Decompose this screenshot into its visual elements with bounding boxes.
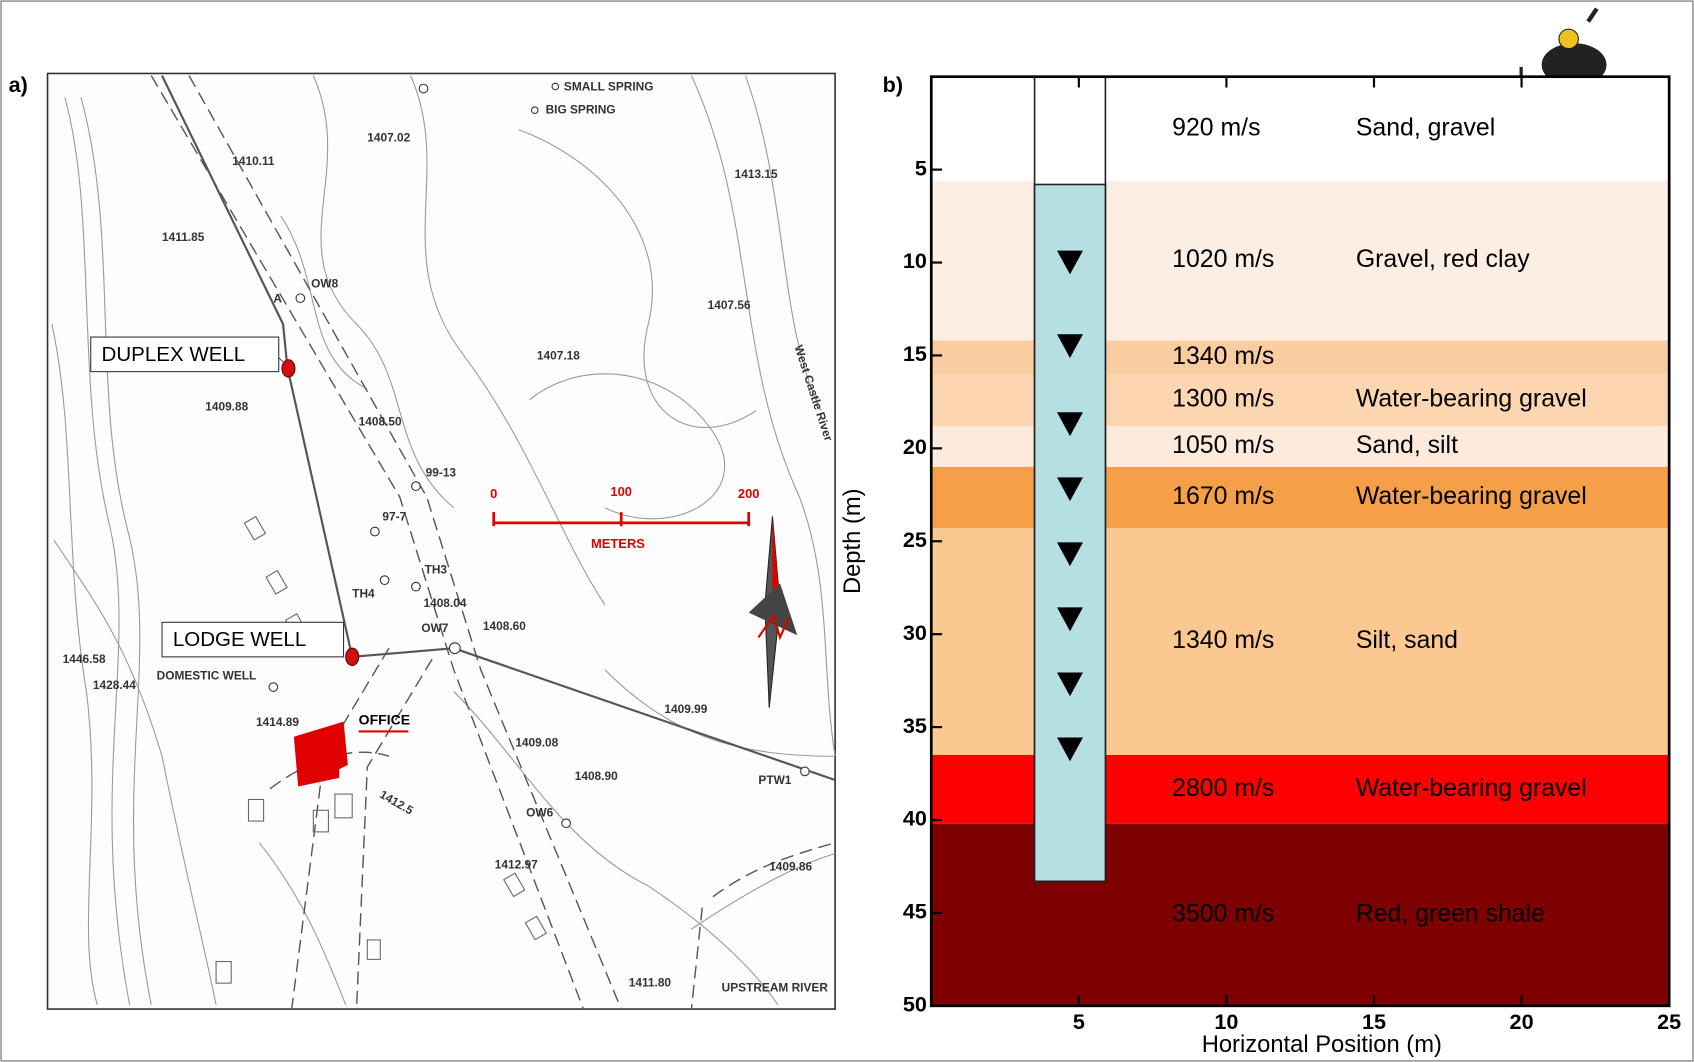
feature-label: A	[273, 291, 282, 305]
panel-label: b)	[883, 72, 903, 97]
map-panel: a)	[9, 72, 836, 1009]
velocity-label: 1050 m/s	[1172, 432, 1274, 459]
x-tick-label: 20	[1510, 1009, 1534, 1034]
lithology-label: Water-bearing gravel	[1356, 483, 1587, 510]
feature-label: TH3	[425, 563, 448, 577]
velocity-label: 1300 m/s	[1172, 386, 1274, 413]
y-tick-label: 10	[903, 248, 927, 273]
velocity-label: 1340 m/s	[1172, 627, 1274, 654]
scale-label: 100	[610, 484, 632, 499]
y-tick-label: 15	[903, 341, 927, 366]
well-label: LODGE WELL	[173, 628, 306, 651]
feature-label: 97-7	[382, 510, 406, 524]
feature-label: TH4	[352, 586, 375, 600]
elevation: 1409.99	[664, 702, 707, 716]
office-label: OFFICE	[359, 711, 410, 727]
feature-label: DOMESTIC WELL	[157, 668, 257, 682]
y-tick-label: 45	[903, 899, 927, 924]
feature-label: SMALL SPRING	[564, 80, 654, 94]
elevation: 1408.90	[575, 769, 618, 783]
scale-label: 200	[738, 486, 760, 501]
lithology-label: Water-bearing gravel	[1356, 386, 1587, 413]
elevation: 1407.18	[537, 349, 580, 363]
elevation: 1411.85	[162, 230, 205, 244]
figure: a)	[0, 0, 1694, 1062]
elevation: 1414.89	[256, 715, 299, 729]
elevation: 1428.44	[93, 678, 136, 692]
lithology-label: Water-bearing gravel	[1356, 775, 1587, 802]
feature-label: 99-13	[426, 465, 457, 479]
elevation: 1409.86	[769, 860, 812, 874]
lodge-well-marker	[346, 648, 359, 665]
feature-label: PTW1	[758, 773, 791, 787]
elevation: 1408.60	[483, 619, 526, 633]
velocity-label: 1340 m/s	[1172, 343, 1274, 370]
y-tick-label: 35	[903, 713, 927, 738]
well-label: DUPLEX WELL	[102, 343, 246, 366]
velocity-label: 2800 m/s	[1172, 775, 1274, 802]
feature-label: UPSTREAM RIVER	[722, 981, 829, 995]
elevation: 1411.80	[629, 975, 672, 989]
elevation: 1446.58	[63, 652, 106, 666]
y-axis-label: Depth (m)	[839, 488, 866, 594]
feature-label: OW8	[311, 276, 338, 290]
feature-label: OW6	[526, 806, 553, 820]
velocity-label: 920 m/s	[1172, 114, 1260, 141]
elevation: 1410.11	[232, 154, 275, 168]
lithology-label: Red, green shale	[1356, 900, 1545, 927]
y-tick-label: 50	[903, 992, 927, 1017]
y-tick-label: 40	[903, 806, 927, 831]
elevation: 1408.50	[359, 415, 402, 429]
elevation: 1407.56	[708, 298, 751, 312]
velocity-label: 3500 m/s	[1172, 900, 1274, 927]
y-tick-label: 20	[903, 434, 927, 459]
velocity-label: 1670 m/s	[1172, 483, 1274, 510]
elevation: 1408.04	[424, 596, 467, 610]
lithology-label: Sand, gravel	[1356, 114, 1495, 141]
panel-label: a)	[9, 72, 28, 97]
lithology-label: Silt, sand	[1356, 627, 1458, 654]
well-water	[1035, 184, 1106, 881]
map-frame	[48, 73, 836, 1009]
y-tick-label: 30	[903, 620, 927, 645]
scale-label: 0	[490, 486, 497, 501]
elevation: 1407.02	[367, 130, 410, 144]
feature-label: BIG SPRING	[546, 102, 616, 116]
x-tick-label: 5	[1073, 1009, 1085, 1034]
feature-label: OW7	[421, 621, 448, 635]
elevation: 1412.97	[495, 858, 538, 872]
x-tick-label: 10	[1214, 1009, 1238, 1034]
elevation: 1409.88	[205, 399, 248, 413]
velocity-label: 1020 m/s	[1172, 246, 1274, 273]
lithology-label: Sand, silt	[1356, 432, 1458, 459]
lithology-label: Gravel, red clay	[1356, 246, 1530, 273]
profile-chart: 920 m/s Sand, gravel 1020 m/s Gravel, red c…	[839, 77, 1681, 1058]
scale-unit: METERS	[591, 536, 645, 551]
x-tick-label: 25	[1657, 1009, 1681, 1034]
elevation: 1409.08	[515, 735, 558, 749]
y-tick-label: 25	[903, 527, 927, 552]
x-axis-label: Horizontal Position (m)	[1202, 1031, 1442, 1058]
x-tick-label: 15	[1362, 1009, 1386, 1034]
elevation: 1413.15	[735, 167, 778, 181]
y-tick-label: 5	[915, 155, 927, 180]
